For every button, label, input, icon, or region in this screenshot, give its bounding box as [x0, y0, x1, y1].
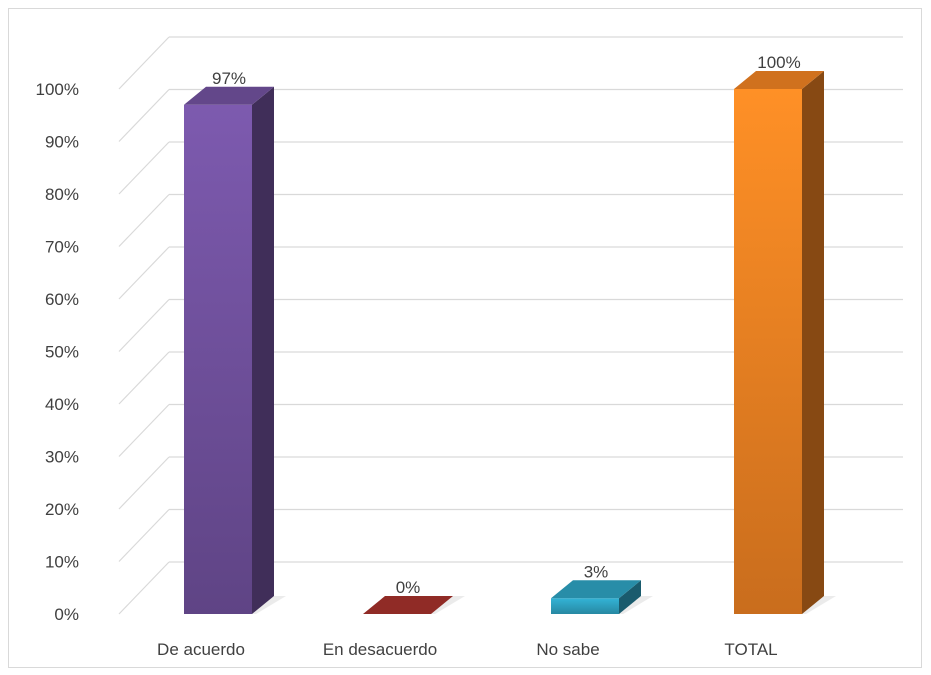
y-tick-label: 40%	[45, 395, 79, 414]
bar	[363, 596, 465, 614]
y-tick-label: 30%	[45, 448, 79, 467]
y-tick-label: 20%	[45, 500, 79, 519]
gridline	[118, 36, 903, 90]
y-tick-label: 90%	[45, 133, 79, 152]
y-tick-label: 50%	[45, 343, 79, 362]
x-axis-category-labels: De acuerdo En desacuerdo No sabe TOTAL	[157, 640, 778, 659]
y-tick-label: 0%	[54, 605, 79, 624]
bar	[184, 86, 286, 614]
data-label: 100%	[757, 53, 800, 72]
data-label: 3%	[584, 562, 609, 581]
chart-frame: 0% 10% 20% 30% 40% 50% 60% 70% 80% 90% 100% 97% 0% 3…	[8, 8, 922, 668]
bars	[184, 71, 836, 614]
y-tick-label: 10%	[45, 553, 79, 572]
bar	[551, 580, 653, 614]
data-labels: 97% 0% 3% 100%	[212, 53, 801, 597]
y-axis-tick-labels: 0% 10% 20% 30% 40% 50% 60% 70% 80% 90% 100%	[36, 80, 79, 624]
bar	[734, 71, 836, 614]
y-tick-label: 60%	[45, 290, 79, 309]
y-tick-label: 70%	[45, 238, 79, 257]
data-label: 0%	[396, 578, 421, 597]
y-tick-label: 100%	[36, 80, 79, 99]
x-category-label: No sabe	[536, 640, 599, 659]
data-label: 97%	[212, 69, 246, 88]
x-category-label: En desacuerdo	[323, 640, 437, 659]
x-category-label: TOTAL	[724, 640, 777, 659]
y-tick-label: 80%	[45, 185, 79, 204]
bar-chart: 0% 10% 20% 30% 40% 50% 60% 70% 80% 90% 100% 97% 0% 3…	[36, 36, 903, 659]
x-category-label: De acuerdo	[157, 640, 245, 659]
